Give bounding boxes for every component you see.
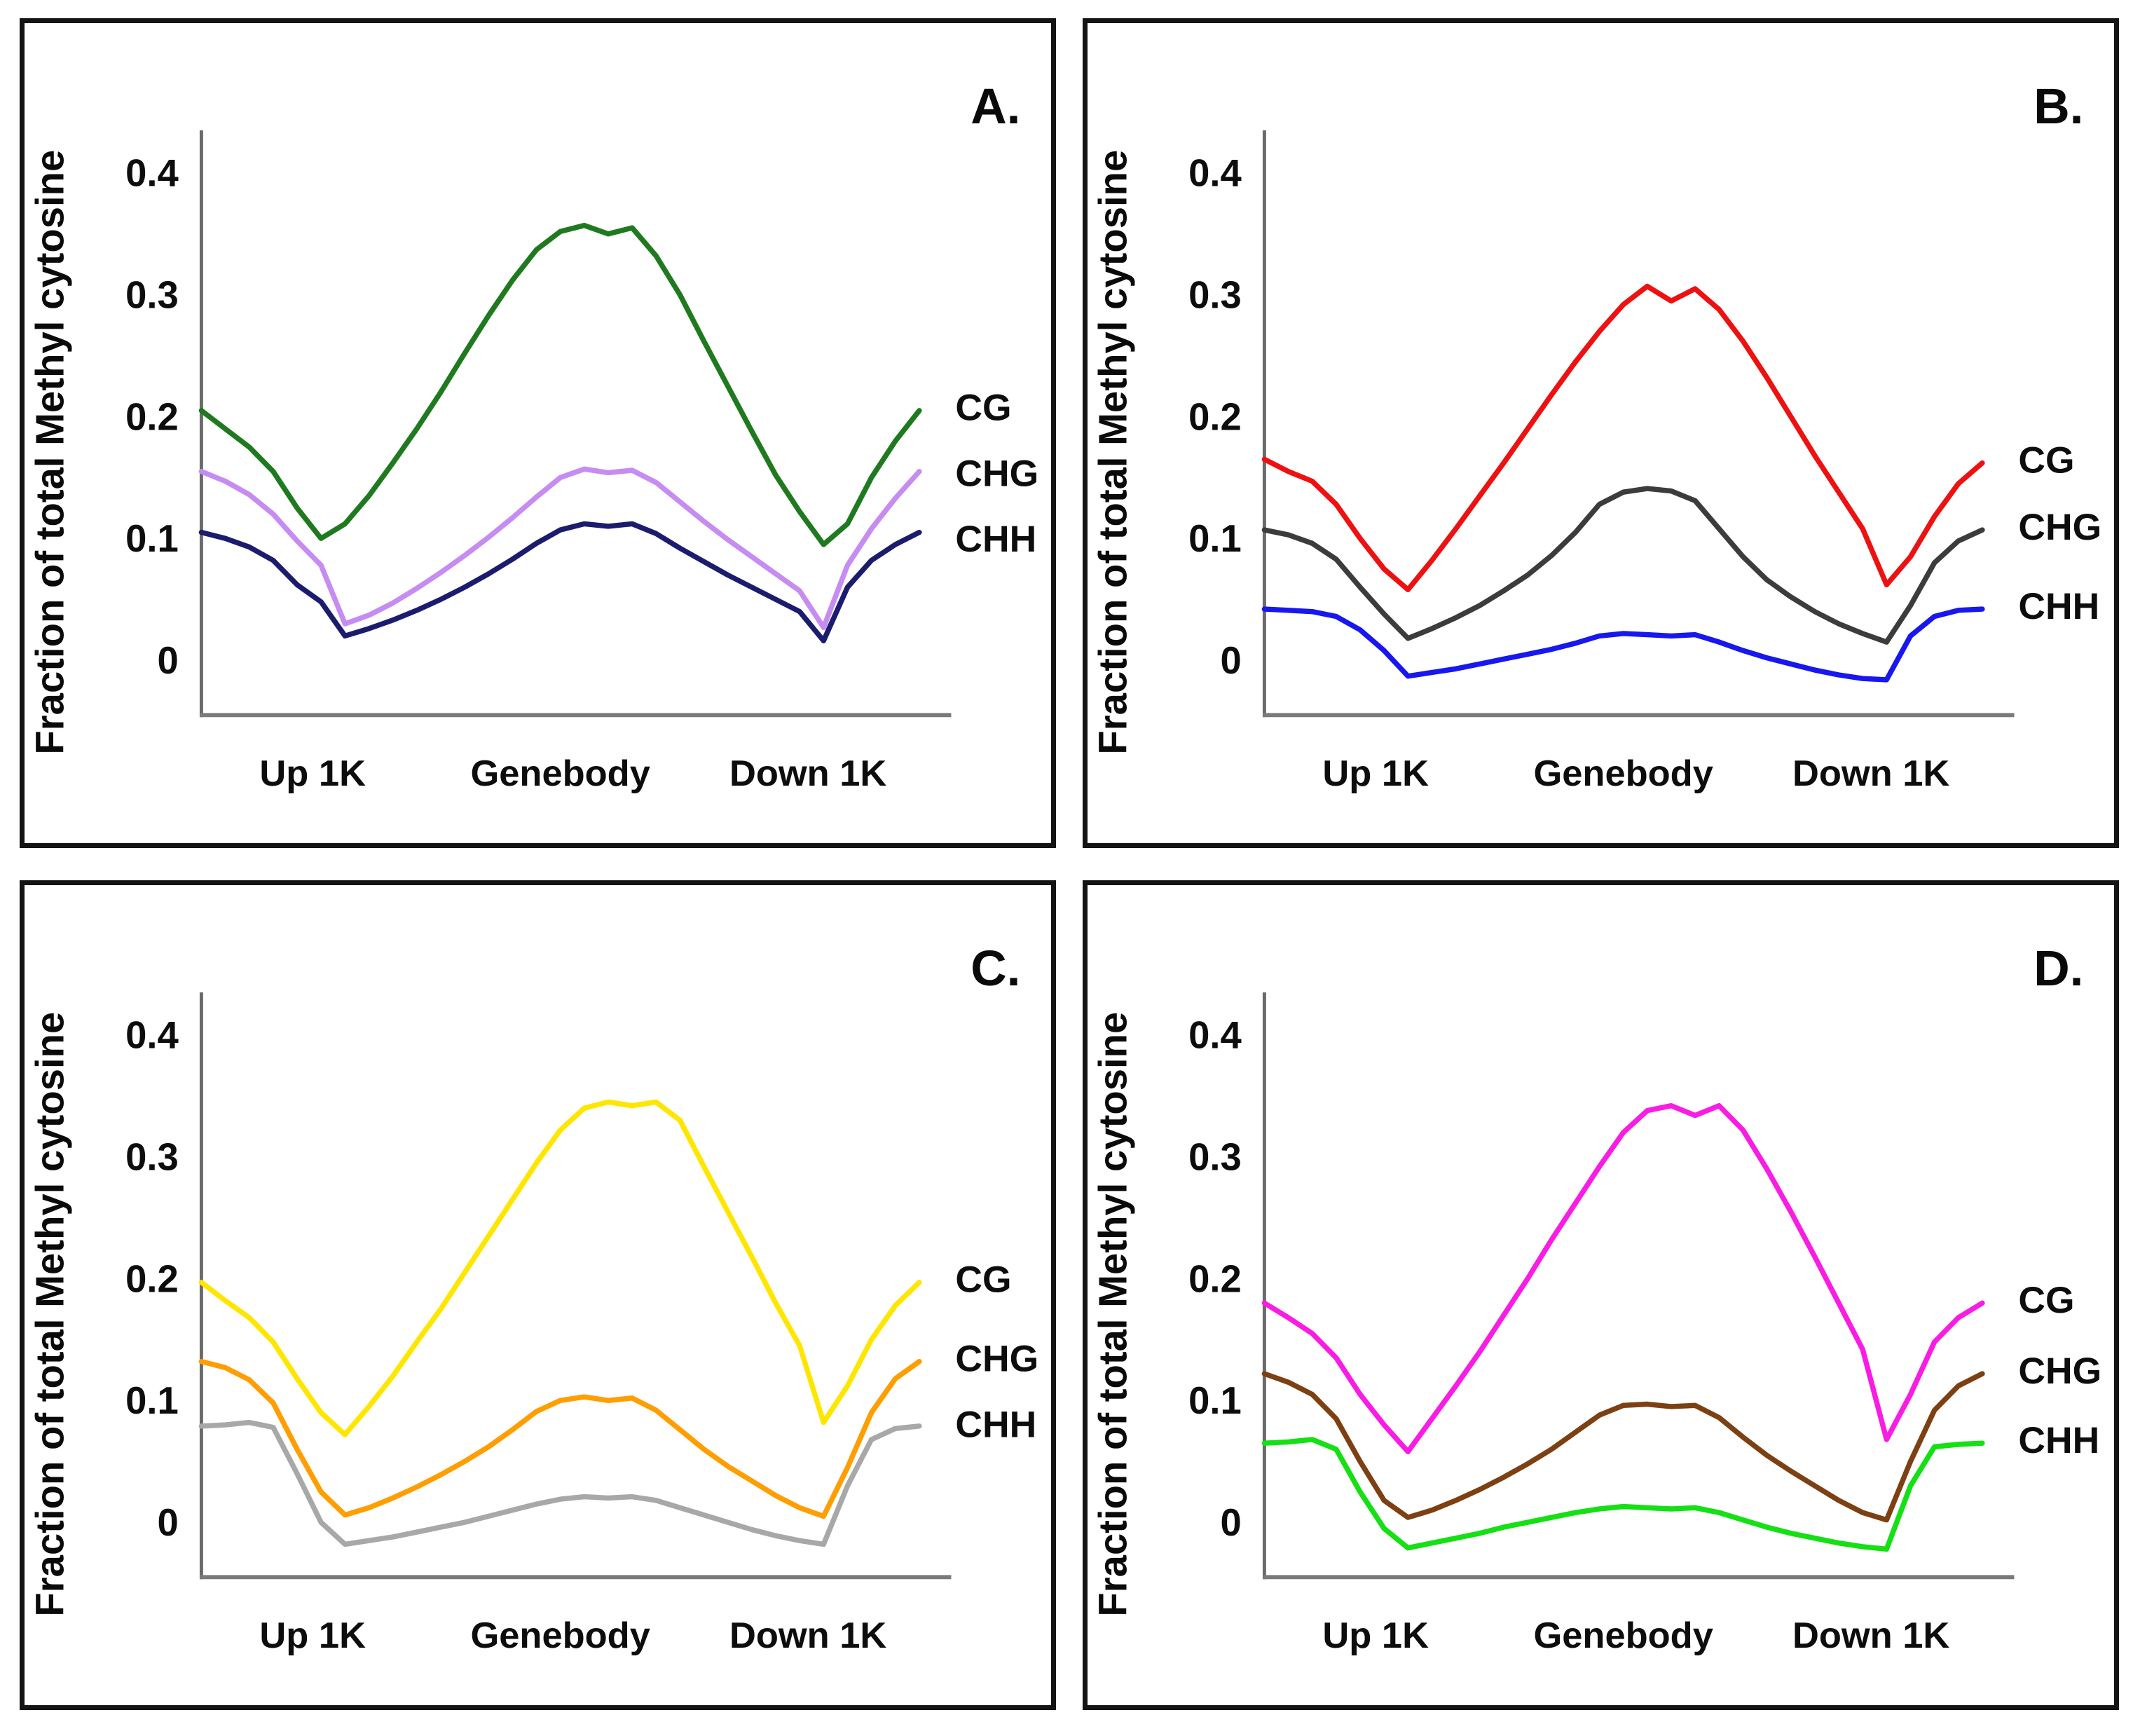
chart-content: 0.4 0.3 0.2 0.1 0 Up 1K Genebody Down 1K CG CHG CH… [125, 992, 1038, 1656]
chh-line [198, 521, 922, 644]
panel-a: 0.4 0.3 0.2 0.1 0 Up 1K Genebody Down 1K CG CHG CH… [20, 18, 1056, 848]
panel-letter: B. [2033, 79, 2083, 135]
cg-series-label: CG [955, 388, 1011, 429]
x-category-label: Up 1K [259, 753, 366, 794]
cg-line [1261, 283, 1985, 593]
panel-d: 0.4 0.3 0.2 0.1 0 Up 1K Genebody Down 1K CG CHG CH… [1083, 880, 2119, 1710]
y-axis-title: Fraction of total Methyl cytosine [1090, 150, 1134, 755]
x-category-label: Up 1K [1322, 1615, 1429, 1656]
chart-content: 0.4 0.3 0.2 0.1 0 Up 1K Genebody Down 1K CG CHG CH… [1188, 130, 2101, 794]
y-tick-label: 0 [157, 639, 178, 682]
cg-series-label: CG [2018, 439, 2074, 481]
chg-line [1261, 1371, 1985, 1523]
cg-line [1261, 1102, 1985, 1455]
panel-letter: C. [971, 941, 1020, 997]
x-category-label: Down 1K [729, 753, 887, 794]
y-tick-label: 0.3 [1188, 274, 1242, 317]
y-tick-label: 0.4 [125, 1014, 179, 1057]
y-tick-label: 0.3 [125, 274, 179, 317]
chh-line [198, 1419, 922, 1547]
chg-line [1261, 486, 1985, 645]
y-tick-label: 0.1 [125, 1379, 179, 1422]
y-tick-label: 0.4 [125, 152, 179, 195]
y-tick-label: 0.3 [1188, 1136, 1242, 1179]
chh-series-label: CHH [955, 1404, 1036, 1445]
y-tick-label: 0.3 [125, 1136, 179, 1179]
cg-series-label: CG [2018, 1280, 2074, 1321]
y-tick-label: 0.4 [1188, 1014, 1242, 1057]
chg-series-label: CHG [955, 1339, 1038, 1380]
methylation-chart-c: 0.4 0.3 0.2 0.1 0 Up 1K Genebody Down 1K CG CHG CH… [27, 941, 1038, 1656]
x-category-label: Down 1K [1792, 1615, 1950, 1656]
cg-series-label: CG [955, 1259, 1011, 1301]
chg-line [198, 1358, 922, 1519]
y-tick-label: 0.2 [1188, 395, 1242, 438]
panel-c: 0.4 0.3 0.2 0.1 0 Up 1K Genebody Down 1K CG CHG CH… [20, 880, 1056, 1710]
y-axis-title: Fraction of total Methyl cytosine [1090, 1012, 1134, 1617]
y-tick-label: 0.2 [125, 1257, 179, 1300]
panel-b: 0.4 0.3 0.2 0.1 0 Up 1K Genebody Down 1K CG CHG CH… [1083, 18, 2119, 848]
y-tick-label: 0.1 [1188, 1379, 1242, 1422]
x-category-label: Down 1K [729, 1615, 887, 1656]
y-axis-title: Fraction of total Methyl cytosine [27, 150, 71, 755]
x-category-label: Genebody [1533, 753, 1713, 794]
chg-series-label: CHG [2018, 507, 2101, 548]
cg-line [198, 222, 922, 547]
y-tick-label: 0.2 [125, 395, 179, 438]
chh-series-label: CHH [2018, 1420, 2099, 1461]
y-tick-label: 0.1 [125, 517, 179, 560]
x-category-label: Genebody [1533, 1615, 1713, 1656]
methylation-chart-b: 0.4 0.3 0.2 0.1 0 Up 1K Genebody Down 1K CG CHG CH… [1090, 79, 2101, 794]
chh-series-label: CHH [2018, 586, 2099, 627]
chh-series-label: CHH [955, 519, 1036, 560]
chg-series-label: CHG [2018, 1351, 2101, 1392]
y-tick-label: 0 [157, 1501, 178, 1544]
cg-line [198, 1099, 922, 1437]
methylation-chart-d: 0.4 0.3 0.2 0.1 0 Up 1K Genebody Down 1K CG CHG CH… [1090, 941, 2101, 1656]
y-tick-label: 0 [1220, 1501, 1241, 1544]
x-category-label: Genebody [470, 753, 650, 794]
chh-line [1261, 1437, 1985, 1552]
chart-content: 0.4 0.3 0.2 0.1 0 Up 1K Genebody Down 1K CG CHG CH… [1188, 992, 2101, 1656]
chh-line [1261, 606, 1985, 683]
chg-line [198, 466, 922, 630]
x-category-label: Genebody [470, 1615, 650, 1656]
y-tick-label: 0 [1220, 639, 1241, 682]
panel-grid: 0.4 0.3 0.2 0.1 0 Up 1K Genebody Down 1K CG CHG CH… [20, 18, 2119, 1710]
panel-letter: D. [2033, 941, 2083, 997]
chg-series-label: CHG [955, 453, 1038, 494]
methylation-chart-a: 0.4 0.3 0.2 0.1 0 Up 1K Genebody Down 1K CG CHG CH… [27, 79, 1038, 794]
y-tick-label: 0.2 [1188, 1257, 1242, 1300]
y-axis-title: Fraction of total Methyl cytosine [27, 1012, 71, 1617]
panel-letter: A. [971, 79, 1020, 135]
y-tick-label: 0.1 [1188, 517, 1242, 560]
x-category-label: Up 1K [259, 1615, 366, 1656]
chart-content: 0.4 0.3 0.2 0.1 0 Up 1K Genebody Down 1K CG CHG CH… [125, 130, 1038, 794]
x-category-label: Up 1K [1322, 753, 1429, 794]
y-tick-label: 0.4 [1188, 152, 1242, 195]
x-category-label: Down 1K [1792, 753, 1950, 794]
